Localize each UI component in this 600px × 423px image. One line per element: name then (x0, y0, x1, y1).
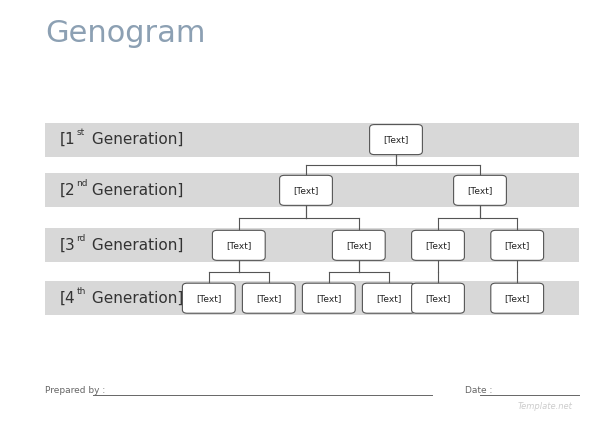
FancyBboxPatch shape (242, 283, 295, 313)
Text: [Text]: [Text] (505, 241, 530, 250)
Text: Date :: Date : (465, 385, 493, 395)
FancyBboxPatch shape (332, 231, 385, 261)
FancyBboxPatch shape (491, 283, 544, 313)
Bar (45, 281, 579, 315)
FancyBboxPatch shape (491, 231, 544, 261)
Text: [Text]: [Text] (425, 241, 451, 250)
Text: [Text]: [Text] (226, 241, 251, 250)
Bar (45, 123, 579, 157)
Text: Generation]: Generation] (87, 291, 183, 306)
Text: Generation]: Generation] (87, 183, 183, 198)
Text: [4: [4 (60, 291, 76, 306)
Text: [3: [3 (60, 238, 76, 253)
Text: Genogram: Genogram (45, 19, 205, 48)
Text: Prepared by :: Prepared by : (45, 385, 105, 395)
Bar (45, 228, 579, 262)
FancyBboxPatch shape (362, 283, 415, 313)
Text: [Text]: [Text] (376, 294, 401, 303)
Text: [Text]: [Text] (316, 294, 341, 303)
Bar (45, 173, 579, 207)
Text: th: th (76, 287, 86, 296)
FancyBboxPatch shape (280, 175, 332, 205)
FancyBboxPatch shape (454, 175, 506, 205)
Text: [Text]: [Text] (383, 135, 409, 144)
Text: [Text]: [Text] (425, 294, 451, 303)
Text: nd: nd (76, 179, 88, 188)
Text: Template.net: Template.net (518, 402, 573, 412)
FancyBboxPatch shape (212, 231, 265, 261)
FancyBboxPatch shape (370, 125, 422, 154)
Text: [Text]: [Text] (256, 294, 281, 303)
FancyBboxPatch shape (182, 283, 235, 313)
Text: Generation]: Generation] (87, 238, 183, 253)
FancyBboxPatch shape (412, 231, 464, 261)
Text: [Text]: [Text] (196, 294, 221, 303)
Text: [Text]: [Text] (467, 186, 493, 195)
FancyBboxPatch shape (412, 283, 464, 313)
Text: [Text]: [Text] (293, 186, 319, 195)
FancyBboxPatch shape (302, 283, 355, 313)
Text: st: st (76, 128, 85, 137)
Text: [Text]: [Text] (346, 241, 371, 250)
Text: Generation]: Generation] (87, 132, 183, 147)
Text: [Text]: [Text] (505, 294, 530, 303)
Text: rd: rd (76, 234, 86, 243)
Text: [2: [2 (60, 183, 76, 198)
Text: [1: [1 (60, 132, 76, 147)
